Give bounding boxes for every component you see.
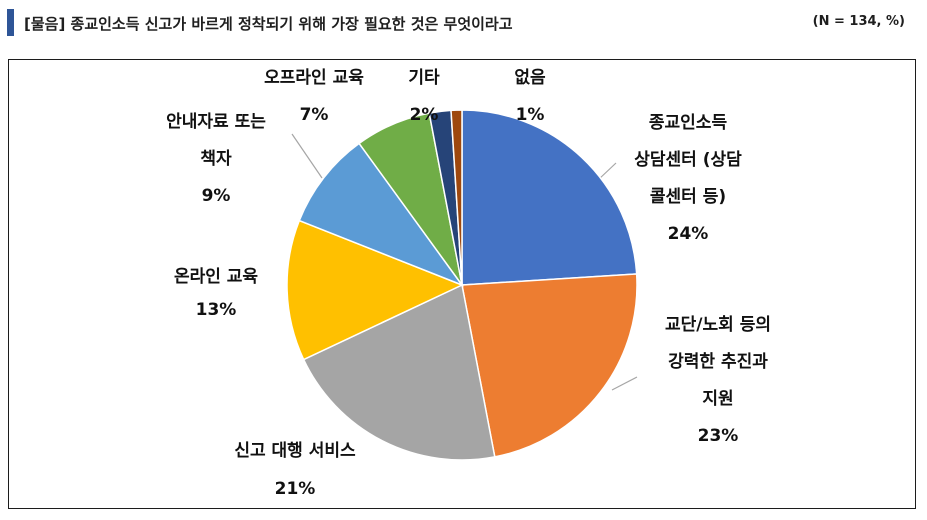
chart-frame [8, 59, 916, 509]
slice-label-8: 없음 1% [514, 68, 546, 125]
slice-value-3: 21% [275, 479, 316, 499]
slice-label-4: 온라인 교육 13% [174, 267, 258, 320]
sample-size-note: (N = 134, %) [812, 14, 905, 29]
pie-slices [286, 109, 638, 461]
leader-line-5 [291, 133, 323, 179]
leader-line-2 [611, 376, 638, 391]
title-accent-bar [7, 9, 14, 36]
slice-value-4: 13% [196, 300, 237, 320]
slice-label-3: 신고 대행 서비스 21% [234, 441, 356, 499]
leader-lines [291, 133, 638, 391]
header: [물음] 종교인소득 신고가 바르게 정착되기 위해 가장 필요한 것은 무엇이… [0, 0, 927, 48]
slice-label-2: 교단/노회 등의 강력한 추진과 지원 23% [665, 315, 771, 446]
slice-value-6: 7% [300, 105, 329, 125]
slice-labels: 종교인소득 상담센터 (상담 콜센터 등) 24% 교단/노회 등의 강력한 추진과 지원 2… [166, 68, 771, 499]
slice-value-5: 9% [202, 186, 231, 206]
slice-value-2: 23% [698, 426, 739, 446]
pie-slice-2 [461, 273, 638, 458]
slice-value-7: 2% [410, 105, 439, 125]
slice-label-6: 오프라인 교육 7% [264, 68, 364, 125]
pie-slice-3 [302, 283, 496, 461]
page-title: [물음] 종교인소득 신고가 바르게 정착되기 위해 가장 필요한 것은 무엇이… [24, 15, 513, 33]
slice-label-5: 안내자료 또는 책자 9% [166, 112, 266, 206]
slice-label-7: 기타 2% [408, 68, 440, 125]
pie-slice-8 [450, 109, 463, 286]
pie-slice-5 [298, 142, 465, 287]
leader-line-1 [597, 162, 617, 181]
slice-value-1: 24% [668, 224, 709, 244]
slice-label-1: 종교인소득 상담센터 (상담 콜센터 등) 24% [634, 113, 742, 244]
pie-slice-4 [286, 219, 464, 361]
slice-value-8: 1% [516, 105, 545, 125]
pie-slice-1 [461, 109, 638, 286]
